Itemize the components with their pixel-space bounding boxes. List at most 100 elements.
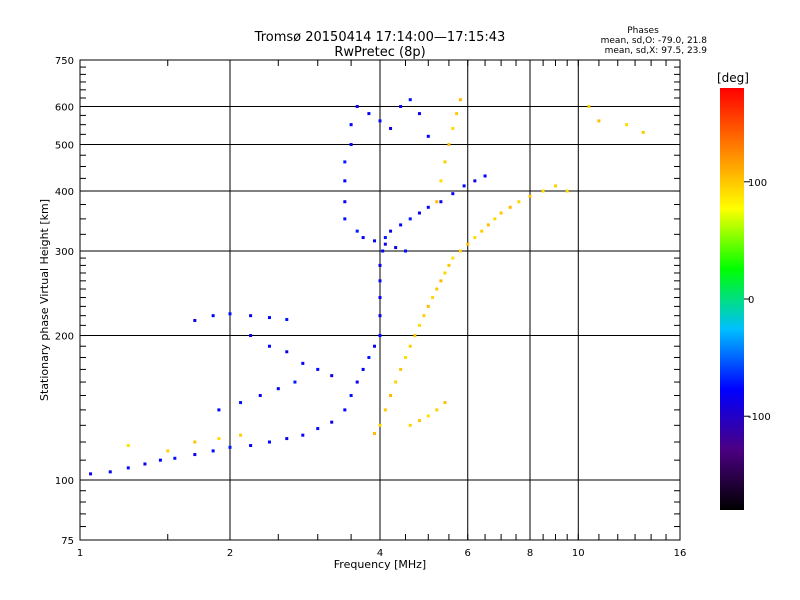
data-point-o: [126, 466, 130, 470]
data-point-o: [301, 433, 305, 437]
y-tick-label: 100: [55, 476, 74, 487]
x-tick-label: 4: [377, 548, 383, 559]
data-point-o: [408, 98, 412, 102]
data-point-o: [378, 119, 382, 123]
y-tick-label: 500: [55, 141, 74, 152]
x-tick-label: 2: [227, 548, 233, 559]
data-point-o: [417, 112, 421, 116]
data-point-x: [517, 200, 521, 204]
data-point-o: [173, 456, 177, 460]
data-point-o: [293, 380, 297, 384]
data-point-x: [455, 112, 459, 116]
data-point-x: [426, 304, 430, 308]
data-point-x: [451, 256, 455, 260]
data-point-x: [378, 423, 382, 427]
data-point-x: [126, 444, 130, 448]
stats-line-o: mean, sd,O: -79.0, 21.8: [601, 36, 708, 46]
data-point-o: [343, 179, 347, 183]
data-point-o: [389, 229, 393, 233]
data-point-o: [330, 374, 334, 378]
data-point-o: [258, 394, 262, 398]
data-point-x: [417, 323, 421, 327]
data-point-x: [541, 189, 545, 193]
data-point-o: [343, 200, 347, 204]
data-point-x: [625, 123, 629, 127]
data-point-o: [89, 472, 93, 476]
data-point-x: [458, 98, 462, 102]
data-point-x: [394, 380, 398, 384]
data-point-o: [373, 239, 377, 243]
x-tick-label: 1: [77, 548, 83, 559]
y-axis-label: Stationary phase Virtual Height [km]: [38, 199, 51, 401]
data-point-x: [486, 223, 490, 227]
data-point-x: [597, 119, 601, 123]
data-point-o: [378, 334, 382, 338]
data-point-o: [389, 126, 393, 130]
data-point-o: [483, 174, 487, 178]
y-tick-label: 600: [55, 103, 74, 114]
data-point-o: [343, 217, 347, 221]
y-tick-label: 75: [61, 536, 74, 547]
y-tick-label: 200: [55, 332, 74, 343]
data-point-o: [316, 427, 320, 431]
data-point-x: [373, 432, 377, 436]
data-point-o: [355, 105, 359, 109]
stats-line-x: mean, sd,X: 97.5, 23.9: [605, 46, 708, 56]
data-point-x: [166, 449, 170, 453]
data-point-o: [367, 355, 371, 359]
data-point-o: [228, 445, 232, 449]
data-point-o: [361, 236, 365, 240]
data-point-x: [641, 130, 645, 134]
data-point-x: [451, 126, 455, 130]
data-point-o: [285, 317, 289, 321]
data-point-x: [473, 236, 477, 240]
x-tick-label: 10: [572, 548, 585, 559]
data-point-o: [211, 449, 215, 453]
data-point-o: [285, 350, 289, 354]
data-point-x: [383, 408, 387, 412]
data-point-x: [217, 437, 221, 441]
data-point-o: [193, 318, 197, 322]
data-point-o: [249, 314, 253, 318]
data-point-o: [343, 408, 347, 412]
data-point-x: [458, 249, 462, 253]
data-point-x: [399, 367, 403, 371]
data-point-x: [443, 401, 447, 405]
x-tick-label: 6: [465, 548, 471, 559]
data-point-x: [389, 394, 393, 398]
data-point-o: [285, 437, 289, 441]
data-points: [89, 98, 645, 476]
data-point-o: [394, 246, 398, 250]
data-point-x: [587, 105, 591, 109]
data-point-x: [528, 194, 532, 198]
data-point-o: [378, 279, 382, 283]
data-point-x: [480, 229, 484, 233]
data-point-x: [408, 423, 412, 427]
data-point-x: [443, 160, 447, 164]
chart-title: Tromsø 20150414 17:14:00—17:15:43: [254, 30, 506, 45]
data-point-o: [451, 192, 455, 196]
data-point-x: [435, 287, 439, 291]
x-tick-label: 16: [674, 548, 687, 559]
data-point-o: [349, 394, 353, 398]
data-point-x: [422, 314, 426, 318]
data-point-o: [228, 312, 232, 316]
data-point-o: [349, 123, 353, 127]
data-point-o: [143, 462, 147, 466]
data-point-o: [267, 344, 271, 348]
data-point-o: [267, 316, 271, 320]
data-point-o: [426, 134, 430, 138]
grid-lines: [80, 60, 680, 540]
data-point-o: [378, 263, 382, 267]
x-axis-label: Frequency [MHz]: [334, 558, 426, 571]
data-point-x: [426, 414, 430, 418]
data-point-x: [447, 143, 451, 147]
colorbar-gradient: [720, 88, 744, 510]
data-point-o: [108, 470, 112, 474]
data-point-o: [193, 453, 197, 457]
data-point-x: [565, 189, 569, 193]
data-point-x: [435, 200, 439, 204]
data-point-x: [499, 211, 503, 215]
colorbar-tick-label: 100: [748, 178, 767, 189]
x-tick-label: 8: [527, 548, 533, 559]
